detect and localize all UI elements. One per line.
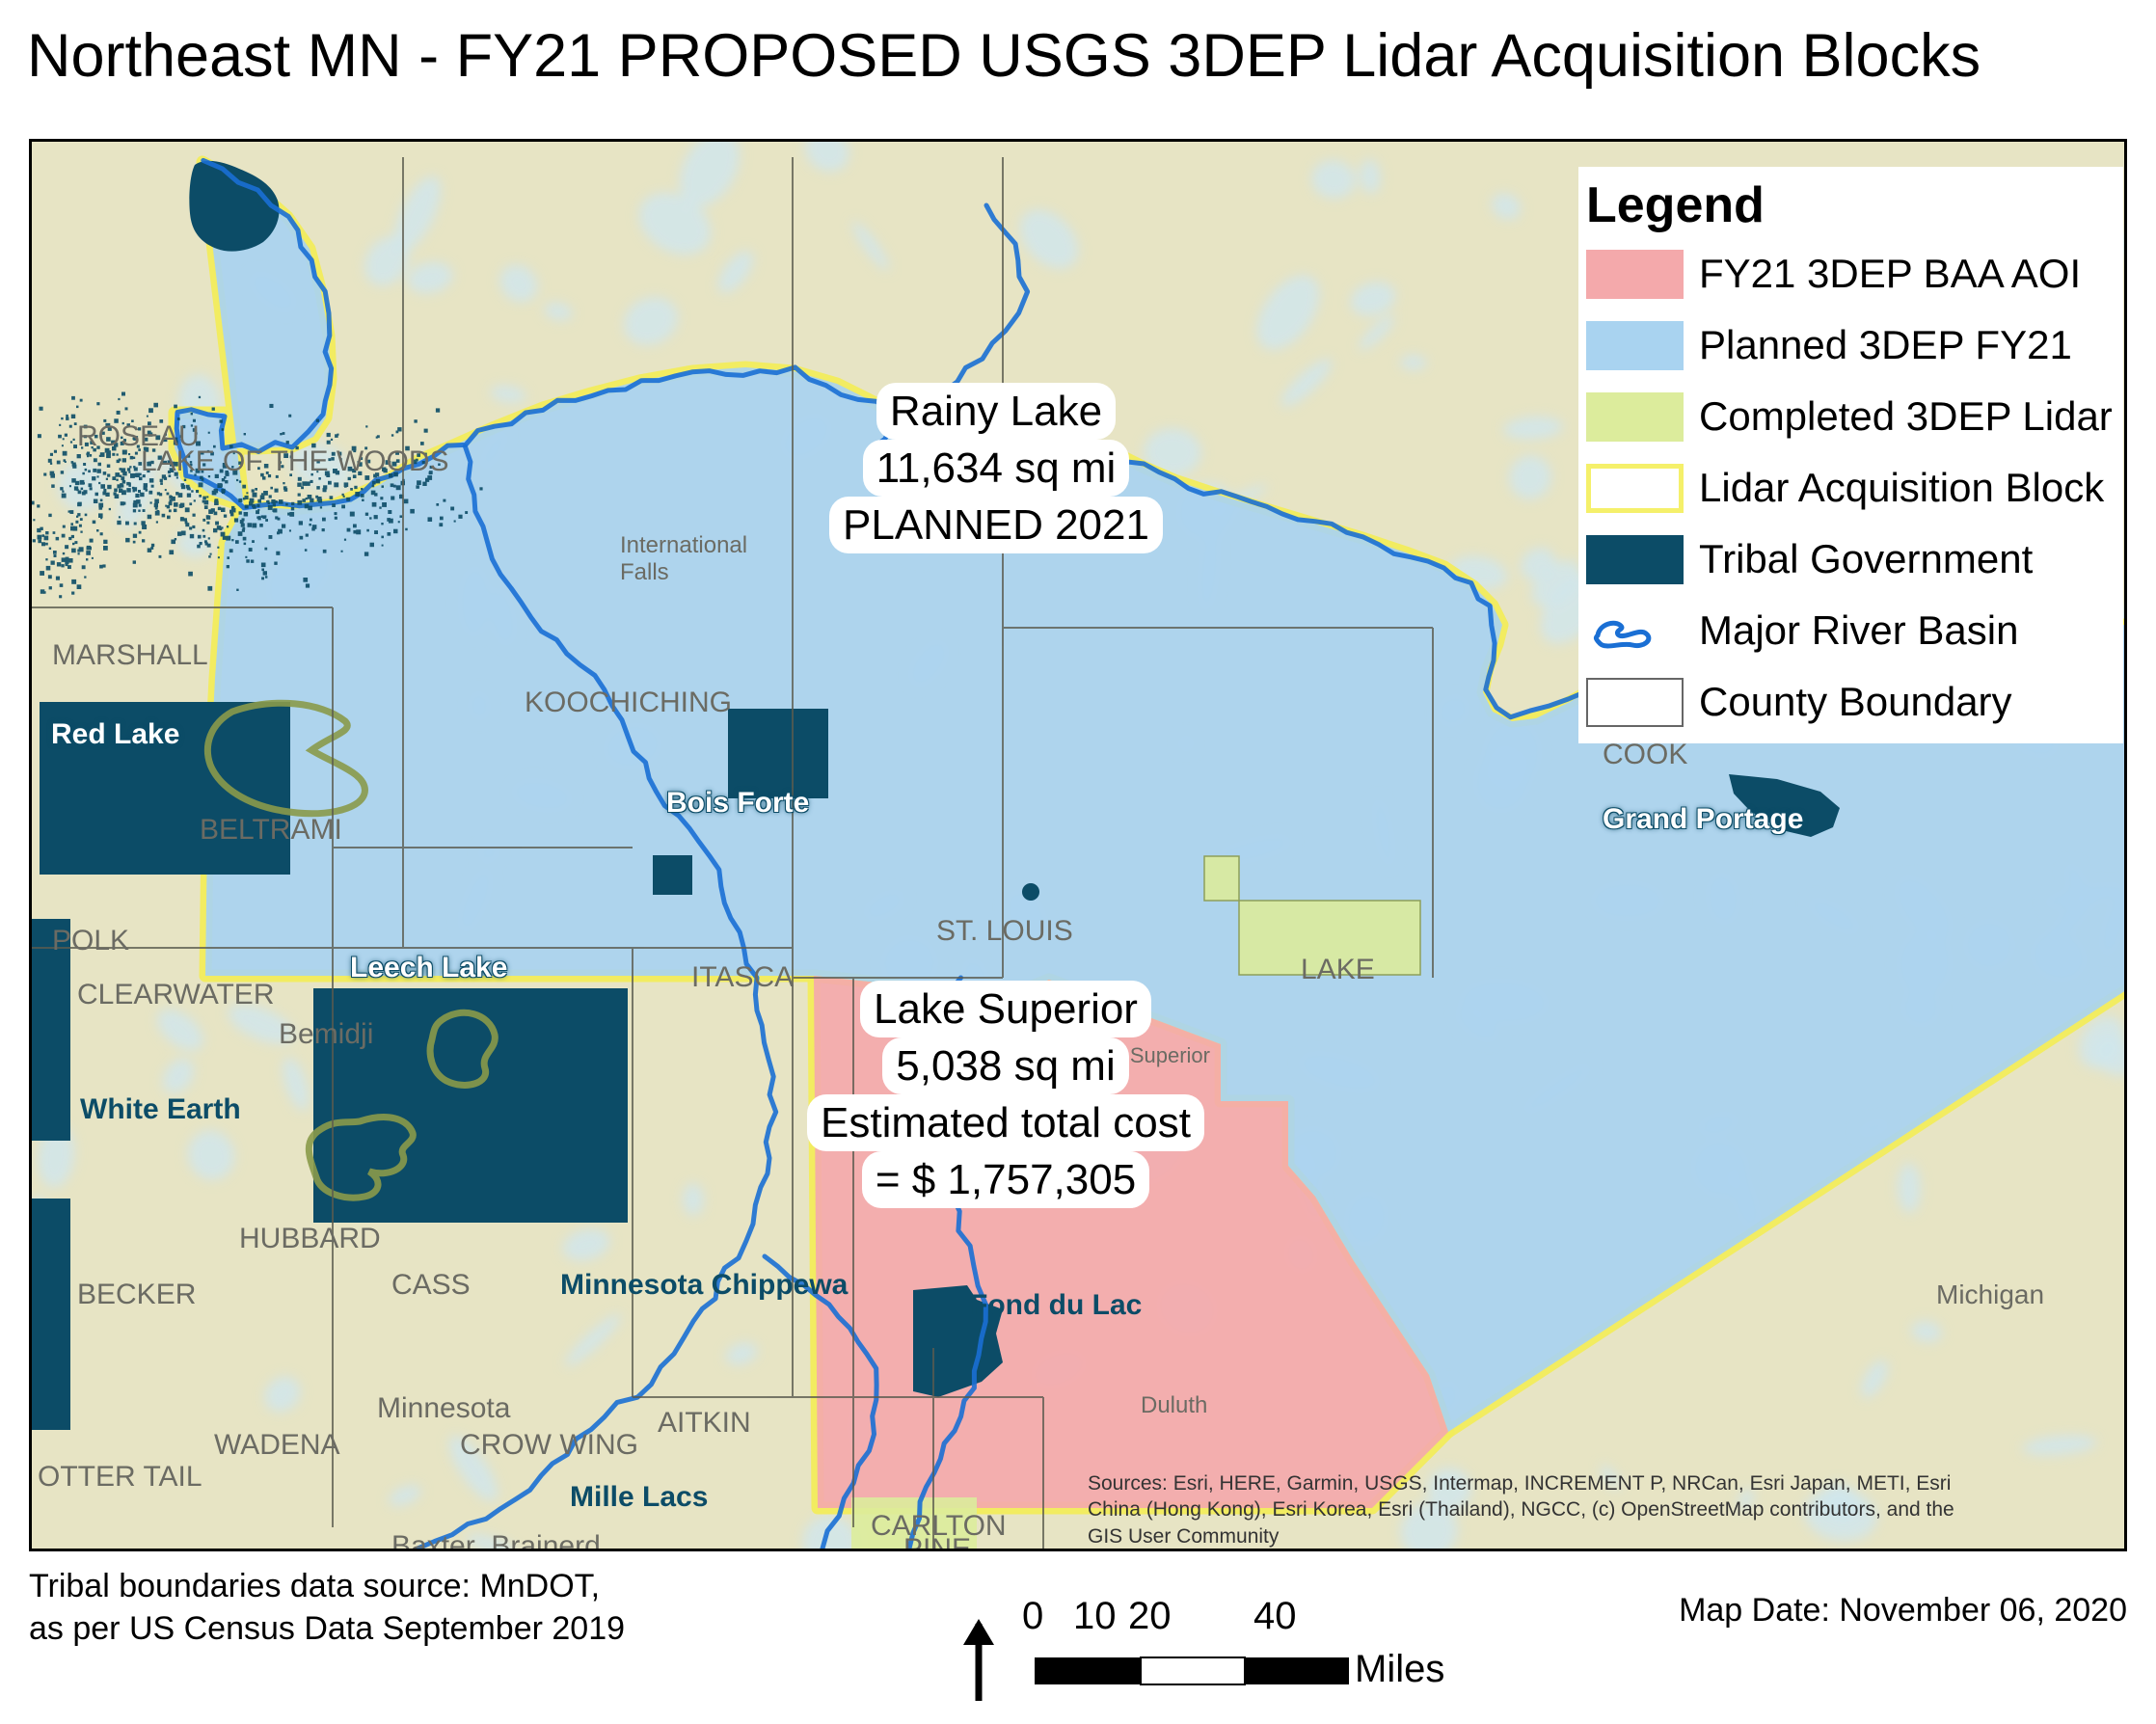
svg-text:20: 20 — [1128, 1595, 1172, 1637]
svg-text:10: 10 — [1073, 1595, 1117, 1637]
svg-text:Miles: Miles — [1355, 1648, 1444, 1690]
svg-text:40: 40 — [1253, 1595, 1297, 1637]
svg-text:0: 0 — [1022, 1595, 1043, 1637]
